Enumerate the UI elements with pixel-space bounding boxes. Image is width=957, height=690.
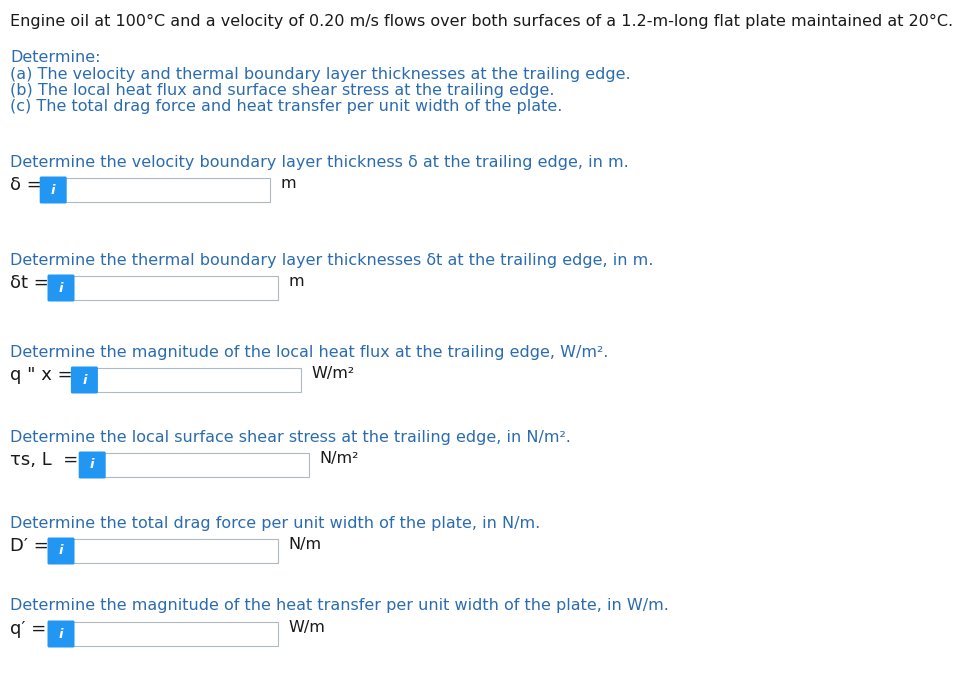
FancyBboxPatch shape: [48, 620, 75, 647]
Text: m: m: [280, 176, 296, 191]
Text: i: i: [82, 373, 87, 386]
Text: i: i: [51, 184, 56, 197]
Text: Engine oil at 100°C and a velocity of 0.20 m/s flows over both surfaces of a 1.2: Engine oil at 100°C and a velocity of 0.…: [10, 14, 953, 29]
Text: (c) The total drag force and heat transfer per unit width of the plate.: (c) The total drag force and heat transf…: [10, 99, 563, 114]
Text: D′ =: D′ =: [10, 537, 55, 555]
FancyBboxPatch shape: [71, 366, 98, 393]
Text: m: m: [288, 274, 303, 289]
Text: Determine the total drag force per unit width of the plate, in N/m.: Determine the total drag force per unit …: [10, 516, 541, 531]
FancyBboxPatch shape: [65, 178, 270, 202]
Text: N/m: N/m: [288, 537, 322, 552]
Text: i: i: [58, 282, 63, 295]
FancyBboxPatch shape: [48, 538, 75, 564]
Text: Determine:: Determine:: [10, 50, 100, 65]
Text: Determine the velocity boundary layer thickness δ at the trailing edge, in m.: Determine the velocity boundary layer th…: [10, 155, 629, 170]
Text: Determine the magnitude of the local heat flux at the trailing edge, W/m².: Determine the magnitude of the local hea…: [10, 345, 609, 360]
Text: W/m: W/m: [288, 620, 324, 635]
Text: i: i: [58, 544, 63, 558]
FancyBboxPatch shape: [78, 451, 105, 478]
FancyBboxPatch shape: [73, 622, 278, 646]
FancyBboxPatch shape: [39, 177, 67, 204]
Text: q′ =: q′ =: [10, 620, 52, 638]
Text: (a) The velocity and thermal boundary layer thicknesses at the trailing edge.: (a) The velocity and thermal boundary la…: [10, 67, 631, 82]
FancyBboxPatch shape: [97, 368, 301, 392]
Text: τs, L  =: τs, L =: [10, 451, 84, 469]
Text: Determine the thermal boundary layer thicknesses δt at the trailing edge, in m.: Determine the thermal boundary layer thi…: [10, 253, 654, 268]
Text: Determine the magnitude of the heat transfer per unit width of the plate, in W/m: Determine the magnitude of the heat tran…: [10, 598, 669, 613]
Text: i: i: [58, 627, 63, 640]
FancyBboxPatch shape: [104, 453, 309, 477]
Text: (b) The local heat flux and surface shear stress at the trailing edge.: (b) The local heat flux and surface shea…: [10, 83, 554, 98]
FancyBboxPatch shape: [73, 539, 278, 563]
Text: q " x =: q " x =: [10, 366, 78, 384]
Text: i: i: [90, 458, 95, 471]
Text: N/m²: N/m²: [320, 451, 359, 466]
Text: Determine the local surface shear stress at the trailing edge, in N/m².: Determine the local surface shear stress…: [10, 430, 571, 445]
Text: δ =: δ =: [10, 176, 48, 194]
FancyBboxPatch shape: [48, 275, 75, 302]
Text: δt =: δt =: [10, 274, 55, 292]
Text: W/m²: W/m²: [311, 366, 354, 381]
FancyBboxPatch shape: [73, 276, 278, 300]
